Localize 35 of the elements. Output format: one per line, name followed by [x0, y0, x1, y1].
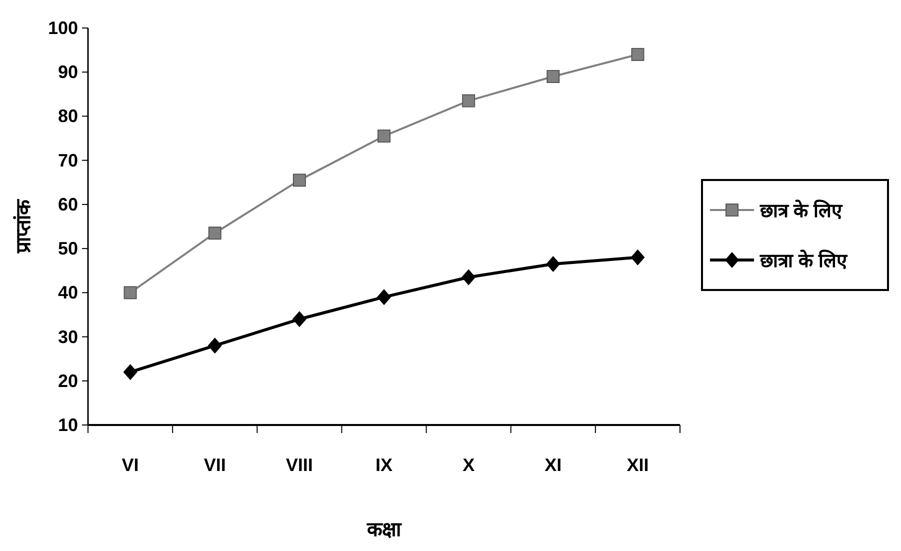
- y-tick-label: 100: [48, 18, 78, 38]
- y-tick-label: 90: [58, 62, 78, 82]
- point: [546, 70, 560, 84]
- y-tick-label: 40: [58, 282, 78, 303]
- y-axis-title: प्राप्तांक: [13, 198, 35, 254]
- point: [631, 48, 644, 61]
- x-tick-label: VII: [204, 455, 226, 475]
- point: [292, 174, 306, 187]
- y-tick-label: 10: [58, 415, 78, 435]
- point: [377, 289, 391, 306]
- x-tick-label: VIII: [286, 455, 313, 475]
- y-tick-label: 50: [58, 238, 78, 259]
- point: [123, 364, 138, 380]
- x-tick-label: IX: [375, 455, 393, 475]
- y-tick-label: 70: [58, 150, 78, 170]
- x-tick-label: XI: [544, 455, 562, 475]
- point: [462, 94, 476, 108]
- y-tick-label: 80: [58, 106, 78, 126]
- y-tick-label: 30: [58, 326, 78, 347]
- point: [124, 286, 137, 300]
- y-tick-label: 20: [58, 370, 78, 391]
- point: [378, 130, 390, 143]
- legend-label: छात्रा के लिए: [759, 249, 849, 272]
- x-tick-label: XII: [626, 455, 649, 475]
- point: [208, 338, 222, 354]
- x-axis-title: कक्षा: [366, 519, 402, 541]
- y-tick-label: 60: [58, 194, 78, 214]
- x-tick-label: VI: [122, 455, 139, 475]
- point: [208, 226, 222, 240]
- point: [630, 249, 645, 266]
- point: [546, 256, 560, 272]
- x-tick-label: X: [462, 455, 475, 475]
- point: [462, 269, 476, 286]
- legend-label: छात्र के लिए: [759, 199, 844, 222]
- point: [292, 311, 306, 328]
